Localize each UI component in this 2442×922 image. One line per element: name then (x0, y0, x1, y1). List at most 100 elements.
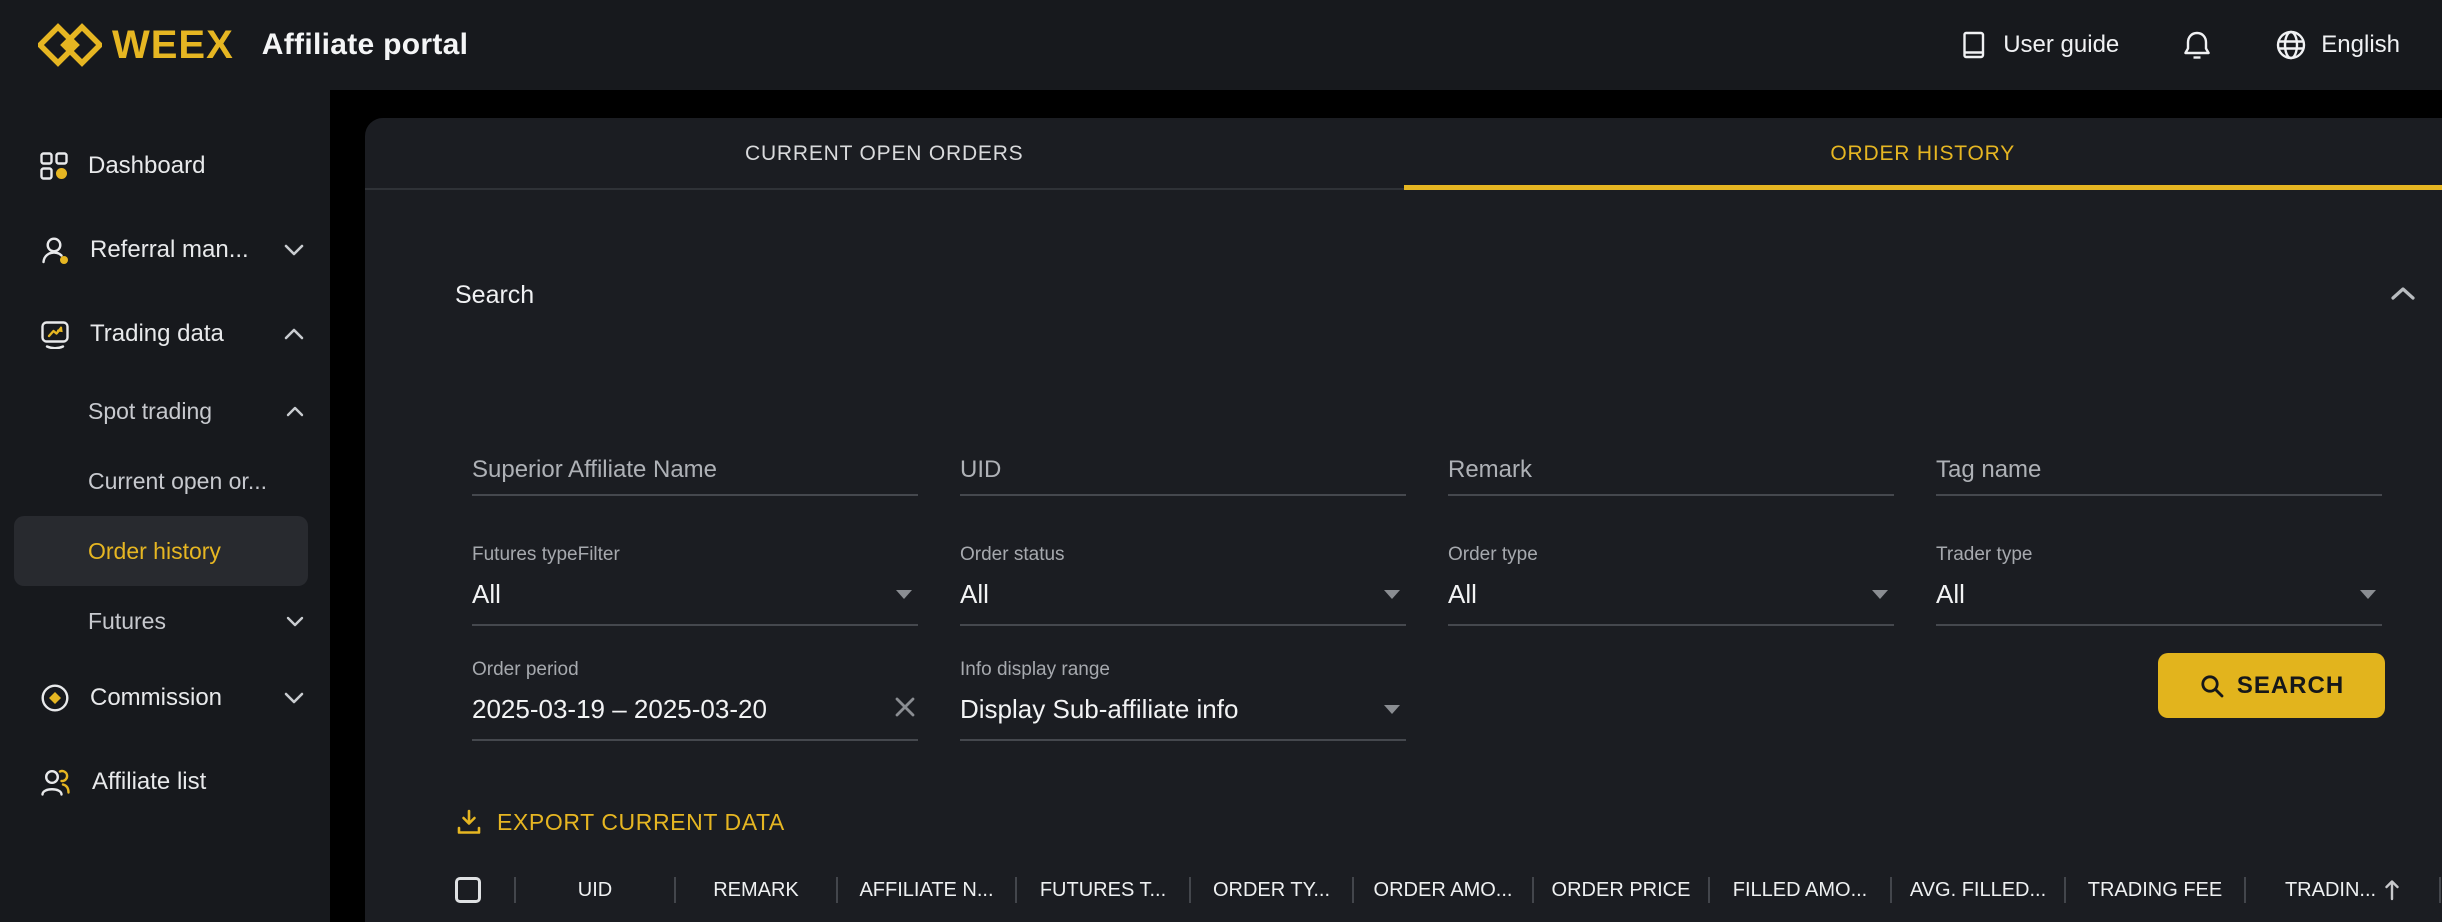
column-header-uid[interactable]: UID (516, 879, 674, 902)
column-label: AVG. FILLED... (1909, 878, 2047, 901)
trader-type-select[interactable]: Trader type All (1936, 543, 2382, 626)
column-header-futures-type[interactable]: FUTURES T... (1017, 879, 1189, 902)
column-label: FUTURES T... (1039, 878, 1167, 901)
book-icon (1963, 31, 1985, 59)
sidebar: Dashboard Referral man... Trading data S… (0, 90, 330, 922)
bell-icon (2184, 31, 2211, 59)
sidebar-item-dashboard[interactable]: Dashboard (0, 124, 330, 208)
select-value: All (1448, 579, 1477, 609)
column-header-trading-sorted[interactable]: TRADIN... (2246, 879, 2439, 902)
language-selector[interactable]: English (2275, 29, 2400, 61)
search-filters-row-1 (472, 446, 2382, 496)
chevron-down-icon (284, 692, 304, 704)
column-label: ORDER TY... (1212, 878, 1331, 901)
column-divider (2064, 877, 2066, 903)
collapse-panel-icon[interactable] (2390, 286, 2416, 306)
clear-date-icon[interactable] (892, 694, 918, 725)
select-value: Display Sub-affiliate info (960, 694, 1239, 724)
dropdown-caret-icon (896, 590, 912, 599)
chevron-down-icon (284, 244, 304, 256)
select-all-checkbox[interactable] (455, 877, 481, 903)
info-display-range-select[interactable]: Info display range Display Sub-affiliate… (960, 658, 1406, 741)
sidebar-item-trading-data[interactable]: Trading data (0, 292, 330, 376)
sidebar-item-label: Referral man... (90, 236, 249, 263)
tab-current-open-orders[interactable]: CURRENT OPEN ORDERS (365, 118, 1404, 190)
sidebar-item-spot-trading[interactable]: Spot trading (0, 376, 330, 446)
order-status-select[interactable]: Order status All (960, 543, 1406, 626)
brand: WEEX Affiliate portal (38, 21, 468, 69)
tab-label: CURRENT OPEN ORDERS (744, 142, 1024, 165)
select-label: Futures typeFilter (472, 544, 620, 565)
search-section-title: Search (455, 281, 535, 309)
column-label: TRADING FEE (2087, 878, 2223, 901)
sidebar-item-label: Spot trading (88, 397, 213, 424)
select-label: Order type (1448, 544, 1538, 565)
globe-icon (2277, 30, 2306, 60)
column-label: FILLED AMO... (1732, 878, 1868, 901)
tab-order-history[interactable]: ORDER HISTORY (1403, 118, 2442, 190)
column-header-order-amount[interactable]: ORDER AMO... (1354, 879, 1532, 902)
notifications-button[interactable] (2181, 29, 2213, 61)
tag-name-input[interactable] (1936, 446, 2382, 496)
sidebar-item-label: Commission (90, 684, 223, 711)
order-period-field[interactable]: Order period 2025-03-19 – 2025-03-20 (472, 658, 918, 741)
column-header-remark[interactable]: REMARK (676, 879, 836, 902)
uid-input[interactable] (960, 446, 1406, 496)
column-header-filled-amount[interactable]: FILLED AMO... (1710, 879, 1890, 902)
column-divider (836, 877, 838, 903)
referral-icon (42, 237, 68, 264)
dashboard-icon (40, 152, 68, 180)
column-header-affiliate-name[interactable]: AFFILIATE N... (838, 879, 1015, 902)
chevron-up-icon (284, 328, 304, 340)
commission-icon (41, 684, 69, 712)
sort-ascending-icon (2385, 880, 2399, 901)
dropdown-caret-icon (1384, 705, 1400, 714)
select-value: All (960, 579, 989, 609)
column-divider (1352, 877, 1354, 903)
sidebar-item-futures[interactable]: Futures (0, 586, 330, 656)
sidebar-item-label: Affiliate list (92, 768, 207, 795)
select-label: Order status (960, 544, 1065, 565)
search-button-label: SEARCH (2236, 671, 2345, 699)
column-divider (1015, 877, 1017, 903)
futures-type-select[interactable]: Futures typeFilter All (472, 543, 918, 626)
search-filters-row-3: Order period 2025-03-19 – 2025-03-20 Inf… (472, 658, 1406, 741)
column-header-order-type[interactable]: ORDER TY... (1191, 879, 1352, 902)
superior-affiliate-name-input[interactable] (472, 446, 918, 496)
date-range-value: 2025-03-19 – 2025-03-20 (472, 694, 767, 724)
column-header-avg-filled-price[interactable]: AVG. FILLED... (1892, 879, 2064, 902)
sidebar-item-affiliate-list[interactable]: Affiliate list (0, 740, 330, 824)
sidebar-item-label: Trading data (90, 320, 224, 347)
weex-logo-icon (38, 23, 102, 67)
field-label: Order period (472, 659, 579, 680)
sidebar-item-order-history[interactable]: Order history (0, 516, 330, 586)
column-label: TRADIN... (2284, 878, 2377, 901)
remark-input[interactable] (1448, 446, 1894, 496)
search-icon (2201, 674, 2224, 697)
sidebar-item-current-open-orders[interactable]: Current open or... (0, 446, 330, 516)
sidebar-item-label: Dashboard (88, 152, 206, 179)
user-guide-link[interactable]: User guide (1959, 30, 2119, 60)
sidebar-item-commission[interactable]: Commission (0, 656, 330, 740)
export-current-data-button[interactable]: EXPORT CURRENT DATA (455, 808, 785, 836)
search-filters-row-2: Futures typeFilter All Order status All … (472, 543, 2382, 626)
search-button[interactable]: SEARCH (2158, 653, 2385, 718)
dropdown-caret-icon (1384, 590, 1400, 599)
export-label: EXPORT CURRENT DATA (497, 808, 785, 835)
order-type-select[interactable]: Order type All (1448, 543, 1894, 626)
column-label: REMARK (713, 878, 799, 901)
dropdown-caret-icon (2360, 590, 2376, 599)
chevron-down-icon (286, 616, 304, 627)
column-label: AFFILIATE N... (859, 878, 994, 901)
column-header-trading-fee[interactable]: TRADING FEE (2066, 879, 2244, 902)
select-label: Trader type (1936, 544, 2033, 565)
column-divider (1532, 877, 1534, 903)
column-header-order-price[interactable]: ORDER PRICE (1534, 879, 1708, 902)
column-divider (1890, 877, 1892, 903)
active-item-highlight: Order history (14, 516, 308, 586)
column-divider (514, 877, 516, 903)
user-guide-label: User guide (2003, 31, 2120, 58)
sidebar-item-referral-management[interactable]: Referral man... (0, 208, 330, 292)
column-divider (2439, 877, 2441, 903)
brand-name: WEEX (112, 22, 234, 67)
